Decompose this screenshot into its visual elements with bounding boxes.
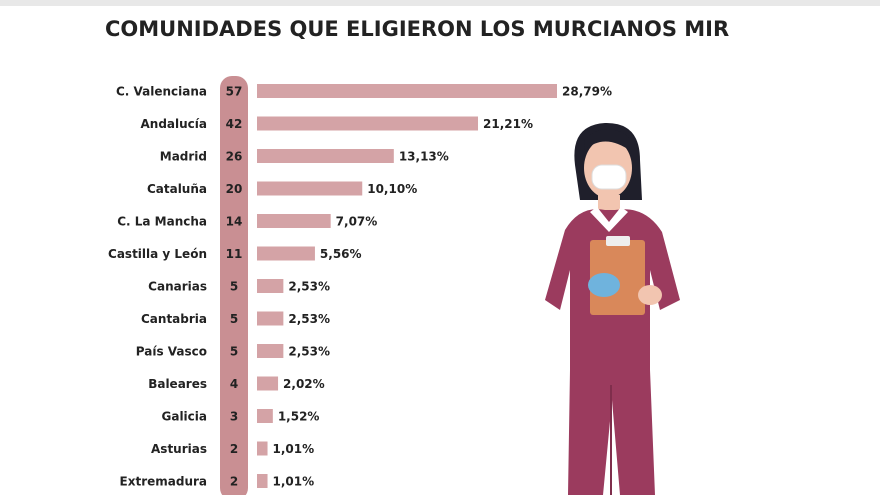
- count-label: 26: [226, 150, 243, 164]
- category-label: Castilla y León: [108, 247, 207, 261]
- value-label: 28,79%: [562, 85, 612, 99]
- value-label: 2,53%: [288, 312, 330, 326]
- count-label: 14: [226, 215, 243, 229]
- value-label: 10,10%: [367, 182, 417, 196]
- category-label: Andalucía: [141, 117, 208, 131]
- count-label: 5: [230, 312, 238, 326]
- bar: [257, 376, 279, 391]
- count-label: 42: [226, 117, 243, 131]
- category-label: Madrid: [160, 150, 207, 164]
- bar: [257, 84, 557, 98]
- count-label: 57: [226, 85, 243, 99]
- value-label: 13,13%: [399, 150, 449, 164]
- category-label: Cantabria: [141, 312, 207, 326]
- value-label: 2,53%: [288, 280, 330, 294]
- count-label: 5: [230, 280, 238, 294]
- bar: [257, 181, 363, 196]
- category-label: Asturias: [151, 442, 207, 456]
- value-label: 2,02%: [283, 377, 325, 391]
- count-label: 3: [230, 410, 238, 424]
- count-label: 2: [230, 475, 238, 489]
- value-label: 7,07%: [336, 215, 378, 229]
- category-label: Canarias: [148, 280, 207, 294]
- bar: [257, 214, 331, 228]
- bar: [257, 474, 268, 488]
- value-label: 5,56%: [320, 247, 362, 261]
- value-label: 21,21%: [483, 117, 533, 131]
- count-label: 11: [226, 247, 243, 261]
- category-label: País Vasco: [136, 345, 207, 359]
- bar: [257, 311, 284, 326]
- category-label: C. La Mancha: [117, 215, 207, 229]
- category-label: Extremadura: [120, 475, 207, 489]
- category-label: C. Valenciana: [116, 85, 207, 99]
- bar: [257, 246, 315, 261]
- bar: [257, 344, 284, 358]
- value-label: 1,01%: [273, 442, 315, 456]
- bar: [257, 116, 479, 131]
- count-label: 2: [230, 442, 238, 456]
- bar: [257, 409, 273, 423]
- bar: [257, 149, 394, 163]
- value-label: 1,52%: [278, 410, 320, 424]
- value-label: 2,53%: [288, 345, 330, 359]
- count-label: 20: [226, 182, 243, 196]
- bar: [257, 279, 284, 293]
- category-label: Galicia: [162, 410, 208, 424]
- chart-title: COMUNIDADES QUE ELIGIERON LOS MURCIANOS …: [105, 17, 729, 41]
- count-column: [220, 76, 248, 495]
- bar: [257, 441, 268, 456]
- category-label: Cataluña: [147, 182, 207, 196]
- count-label: 5: [230, 345, 238, 359]
- nurse-illustration: [545, 122, 680, 495]
- cut-header: [0, 0, 880, 6]
- category-label: Baleares: [148, 377, 207, 391]
- count-label: 4: [230, 377, 238, 391]
- value-label: 1,01%: [273, 475, 315, 489]
